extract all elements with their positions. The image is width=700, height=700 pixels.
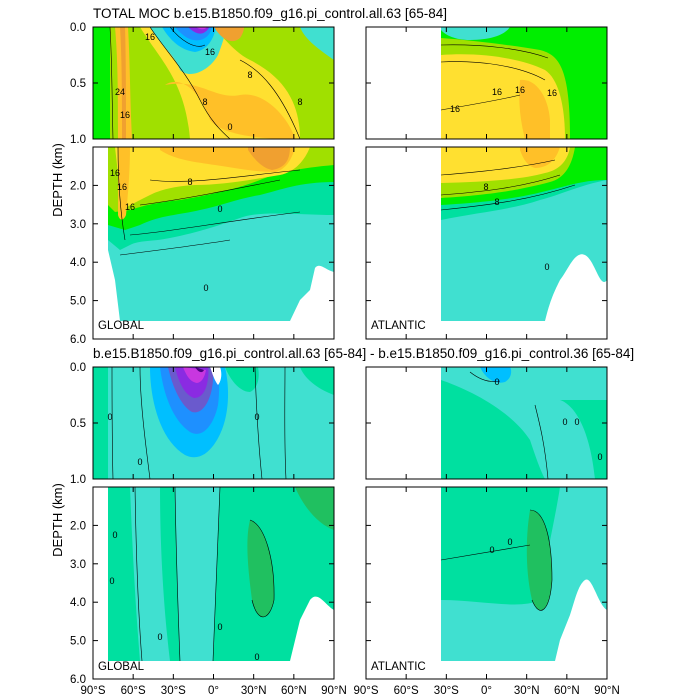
- panel-difference-global-lower: [93, 487, 334, 679]
- contour-label: 24: [115, 87, 125, 97]
- x-tick-label: 30°S: [434, 685, 459, 697]
- y-tick-label: 5.0: [70, 296, 86, 308]
- panel-total-global-lower: [93, 147, 334, 339]
- x-tick-label: 0°: [208, 685, 219, 697]
- contour-label: 0: [217, 204, 222, 214]
- x-tick-label: 30°S: [161, 685, 186, 697]
- y-tick-label: 4.0: [70, 597, 86, 609]
- contour-label: 0: [203, 283, 208, 293]
- y-tick-label: 0.0: [70, 362, 86, 374]
- y-tick-label: 3.0: [70, 219, 86, 231]
- x-tick-label: 30°N: [241, 685, 267, 697]
- region-label-global-top: GLOBAL: [98, 320, 145, 332]
- contour-label: 0: [109, 576, 114, 586]
- panel-difference-atlantic-lower: [366, 487, 607, 679]
- x-tick-label: 90°S: [80, 685, 105, 697]
- contour-label: 0: [254, 652, 259, 662]
- y-tick-label: 0.0: [70, 22, 86, 34]
- contour-label: 0: [137, 457, 142, 467]
- y-tick-label: 4.0: [70, 257, 86, 269]
- x-tick-label: 90°N: [321, 685, 347, 697]
- contour-label: 0: [562, 417, 567, 427]
- region-label-atlantic-bottom: ATLANTIC: [371, 661, 426, 673]
- y-tick-label: 1.0: [70, 134, 86, 146]
- contour-label: 0: [112, 530, 117, 540]
- y-tick-label: 3.0: [70, 559, 86, 571]
- y-axis-label-bottom: DEPTH (km): [50, 483, 65, 557]
- x-tick-label: 90°S: [353, 685, 378, 697]
- contour-label: 16: [120, 110, 130, 120]
- contour-label: 0: [494, 377, 499, 387]
- x-tick-label: 60°N: [554, 685, 580, 697]
- panel-difference-atlantic-upper: [366, 367, 607, 479]
- contour-label: 8: [247, 70, 252, 80]
- region-label-global-bottom: GLOBAL: [98, 661, 145, 673]
- contour-label: 0: [507, 537, 512, 547]
- x-tick-label: 60°S: [394, 685, 419, 697]
- bottom-figure-title: b.e15.B1850.f09_g16.pi_control.all.63 [6…: [93, 346, 634, 361]
- contour-label: 0: [597, 452, 602, 462]
- contour-label: 0: [227, 122, 232, 132]
- x-tick-label: 60°N: [281, 685, 307, 697]
- contour-label: 8: [483, 182, 488, 192]
- contour-label: 0: [254, 412, 259, 422]
- y-tick-label: 2.0: [70, 180, 86, 192]
- x-tick-label: 30°N: [514, 685, 540, 697]
- contour-label: 0: [489, 545, 494, 555]
- contour-label: 16: [515, 85, 525, 95]
- y-tick-label: 6.0: [70, 674, 86, 686]
- y-tick-label: 0.5: [70, 78, 86, 90]
- contour-label: 16: [450, 104, 460, 114]
- contour-label: 16: [205, 47, 215, 57]
- panel-difference-global-upper: [93, 367, 334, 479]
- contour-label: 8: [202, 97, 207, 107]
- x-tick-label: 0°: [481, 685, 492, 697]
- y-tick-label: 0.5: [70, 418, 86, 430]
- top-figure-title: TOTAL MOC b.e15.B1850.f09_g16.pi_control…: [93, 6, 447, 21]
- x-tick-label: 60°S: [121, 685, 146, 697]
- x-tick-label: 90°N: [594, 685, 620, 697]
- contour-label: 0: [157, 632, 162, 642]
- contour-label: 16: [145, 32, 155, 42]
- contour-label: 0: [574, 417, 579, 427]
- contour-label: 16: [125, 202, 135, 212]
- contour-label: 0: [217, 622, 222, 632]
- panel-total-atlantic-upper: [366, 27, 607, 139]
- contour-label: 16: [492, 87, 502, 97]
- panel-total-global-upper: [93, 27, 334, 139]
- y-tick-label: 6.0: [70, 334, 86, 346]
- contour-label: 16: [547, 88, 557, 98]
- region-label-atlantic-top: ATLANTIC: [371, 320, 426, 332]
- contour-label: 0: [544, 262, 549, 272]
- contour-label: 8: [187, 177, 192, 187]
- y-axis-label-top: DEPTH (km): [50, 143, 65, 217]
- axis-ticks: 90°S 90°S 60°S 60°S 30°S 30°S 0° 0° 30°N 30°N 60°N…: [70, 22, 620, 697]
- y-tick-label: 2.0: [70, 520, 86, 532]
- contour-label: 16: [117, 182, 127, 192]
- contour-label: 8: [297, 97, 302, 107]
- panel-total-atlantic-lower: [366, 147, 607, 339]
- y-tick-label: 5.0: [70, 636, 86, 648]
- y-tick-label: 1.0: [70, 474, 86, 486]
- contour-label: 0: [107, 412, 112, 422]
- contour-label: 16: [110, 168, 120, 178]
- contour-label: 8: [494, 197, 499, 207]
